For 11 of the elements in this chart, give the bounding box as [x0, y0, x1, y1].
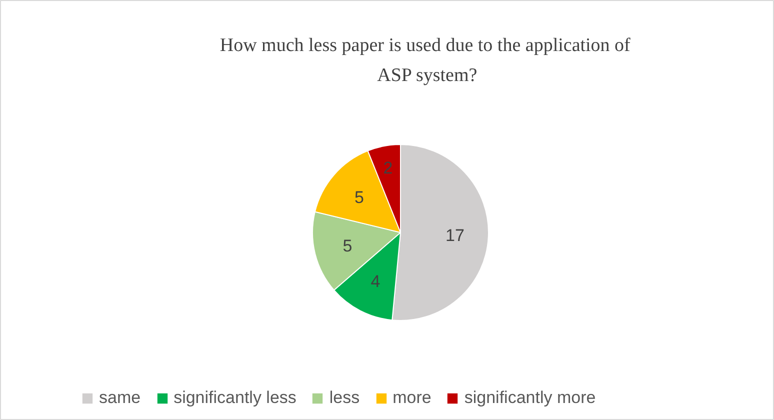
data-label: 5 [342, 236, 352, 256]
legend-label: significantly less [174, 388, 296, 408]
legend-label: same [99, 388, 141, 408]
data-label: 2 [383, 158, 393, 178]
data-label: 4 [370, 272, 380, 291]
data-label: 5 [354, 188, 364, 207]
legend-label: more [392, 388, 432, 408]
legend-label: significantly more [464, 388, 596, 408]
data-label: 17 [446, 226, 464, 246]
legend-label: less [329, 388, 360, 408]
chart-title: How much less paper is used due to the application of ASP system? [220, 35, 632, 86]
